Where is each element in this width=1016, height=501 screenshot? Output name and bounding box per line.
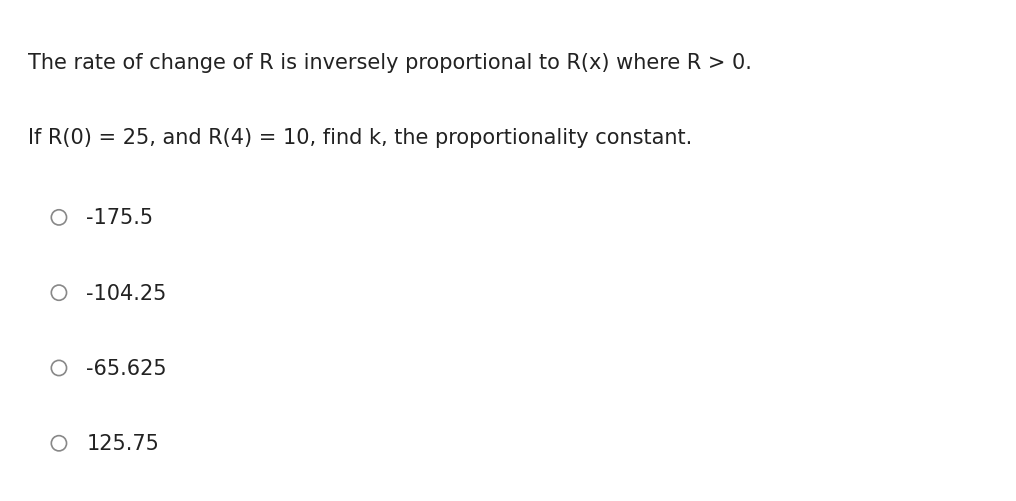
Text: If R(0) = 25, and R(4) = 10, find k, the proportionality constant.: If R(0) = 25, and R(4) = 10, find k, the… bbox=[28, 128, 693, 148]
Text: 125.75: 125.75 bbox=[86, 433, 160, 453]
Text: -65.625: -65.625 bbox=[86, 358, 167, 378]
Text: The rate of change of R is inversely proportional to R(x) where R > 0.: The rate of change of R is inversely pro… bbox=[28, 53, 752, 73]
Text: -104.25: -104.25 bbox=[86, 283, 167, 303]
Text: -175.5: -175.5 bbox=[86, 208, 153, 228]
